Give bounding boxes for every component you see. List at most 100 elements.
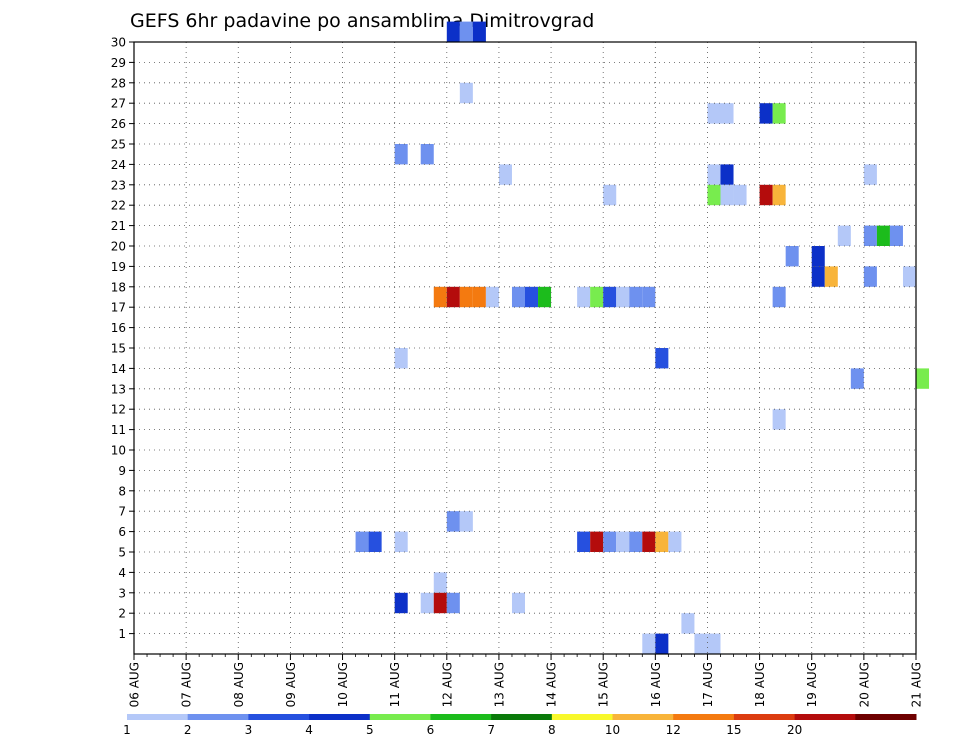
heatmap-cell xyxy=(459,21,473,42)
heatmap-cell xyxy=(498,164,512,185)
heatmap-cell xyxy=(876,225,890,246)
y-tick-label: 16 xyxy=(111,321,126,335)
heatmap-cell xyxy=(603,531,617,552)
heatmap-cell xyxy=(642,633,656,654)
heatmap-cell xyxy=(433,286,447,308)
y-tick-label: 24 xyxy=(111,158,126,172)
heatmap-cell xyxy=(863,266,877,287)
heatmap-cell xyxy=(811,266,825,287)
heatmap-cell xyxy=(394,592,408,614)
x-tick-label: 19 AUG xyxy=(805,662,819,707)
heatmap-cell xyxy=(394,348,408,369)
heatmap-cell xyxy=(681,613,695,634)
y-tick-label: 30 xyxy=(111,36,126,50)
y-tick-label: 11 xyxy=(111,423,126,437)
x-tick-label: 09 AUG xyxy=(284,662,298,707)
heatmap-cell xyxy=(916,368,930,389)
colorbar-label: 2 xyxy=(184,723,192,737)
colorbar-segment xyxy=(733,714,796,720)
x-tick-label: 14 AUG xyxy=(545,662,559,707)
heatmap-cell xyxy=(603,286,617,308)
heatmap-cell xyxy=(590,286,604,308)
x-axis: 06 AUG 07 AUG 08 AUG 09 AUG 10 AUG 11 AUG 12 A… xyxy=(128,654,924,707)
x-tick-label: 20 AUG xyxy=(857,662,871,707)
heatmap-cell xyxy=(902,266,916,287)
heatmap-cell xyxy=(577,286,591,308)
y-tick-label: 25 xyxy=(111,138,126,152)
y-tick-label: 27 xyxy=(111,97,126,111)
heatmap-cell xyxy=(863,164,877,185)
x-tick-label: 12 AUG xyxy=(440,662,454,707)
heatmap-cell xyxy=(629,531,643,552)
colorbar-label: 1 xyxy=(123,723,131,737)
heatmap-cell xyxy=(394,531,408,552)
heatmap-cell xyxy=(720,184,734,206)
colorbar-segment xyxy=(491,714,553,720)
colorbar-segment xyxy=(612,714,674,720)
y-tick-label: 6 xyxy=(118,525,126,539)
heatmap-cell xyxy=(759,184,773,206)
y-tick-label: 23 xyxy=(111,178,126,192)
colorbar-segment xyxy=(855,714,917,720)
colorbar-label: 3 xyxy=(245,723,253,737)
y-tick-label: 29 xyxy=(111,56,126,70)
colorbar-label: 20 xyxy=(787,723,802,737)
x-tick-label: 11 AUG xyxy=(388,662,402,707)
colorbar-label: 7 xyxy=(487,723,495,737)
heatmap-cell xyxy=(368,531,382,552)
chart-title: GEFS 6hr padavine po ansamblima Dimitrov… xyxy=(130,10,594,32)
heatmap-cell xyxy=(538,286,552,308)
colorbar-label: 8 xyxy=(548,723,556,737)
y-tick-label: 8 xyxy=(118,484,126,498)
heatmap-cell xyxy=(485,286,499,308)
colorbar-segment xyxy=(309,714,371,720)
heatmap-cell xyxy=(394,144,408,165)
heatmap-cell xyxy=(616,531,630,552)
x-tick-label: 07 AUG xyxy=(180,662,194,707)
y-tick-label: 19 xyxy=(111,260,126,274)
grid-layer xyxy=(134,41,916,654)
y-tick-label: 10 xyxy=(111,444,126,458)
colorbar-label: 6 xyxy=(427,723,435,737)
x-tick-label: 15 AUG xyxy=(597,662,611,707)
x-tick-label: 17 AUG xyxy=(701,662,715,707)
heatmap-cell xyxy=(889,225,903,246)
y-tick-label: 5 xyxy=(118,546,126,560)
heatmap-cell xyxy=(446,511,460,532)
cells-layer xyxy=(355,21,930,654)
x-tick-label: 16 AUG xyxy=(649,662,663,707)
heatmap-cell xyxy=(720,103,734,124)
heatmap-cell xyxy=(433,592,447,614)
colorbar-segment xyxy=(673,714,735,720)
heatmap-cell xyxy=(525,286,539,308)
y-tick-label: 21 xyxy=(111,219,126,233)
heatmap-cell xyxy=(642,286,656,308)
heatmap-cell xyxy=(459,82,473,104)
heatmap-cell xyxy=(694,633,708,654)
heatmap-cell xyxy=(446,592,460,614)
y-tick-label: 22 xyxy=(111,199,126,213)
colorbar-segment xyxy=(369,714,431,720)
colorbar-label: 12 xyxy=(666,723,681,737)
heatmap-cell xyxy=(577,531,591,552)
colorbar-label: 5 xyxy=(366,723,374,737)
y-tick-label: 1 xyxy=(118,627,126,641)
y-tick-label: 18 xyxy=(111,280,126,294)
heatmap-cell xyxy=(824,266,838,287)
y-tick-label: 9 xyxy=(118,464,126,478)
heatmap-cell xyxy=(707,633,721,654)
heatmap-cell xyxy=(720,164,734,185)
heatmap-cell xyxy=(642,531,656,552)
heatmap-cell xyxy=(511,286,525,308)
heatmap-cell xyxy=(472,21,486,42)
colorbar-segment xyxy=(794,714,856,720)
colorbar-segment xyxy=(551,714,614,720)
heatmap-cell xyxy=(811,246,825,267)
heatmap-cell xyxy=(603,184,617,206)
y-tick-label: 3 xyxy=(118,586,126,600)
heatmap-cell xyxy=(616,286,630,308)
colorbar-segment xyxy=(127,714,189,720)
heatmap-cell xyxy=(850,368,864,389)
y-tick-label: 14 xyxy=(111,362,126,376)
